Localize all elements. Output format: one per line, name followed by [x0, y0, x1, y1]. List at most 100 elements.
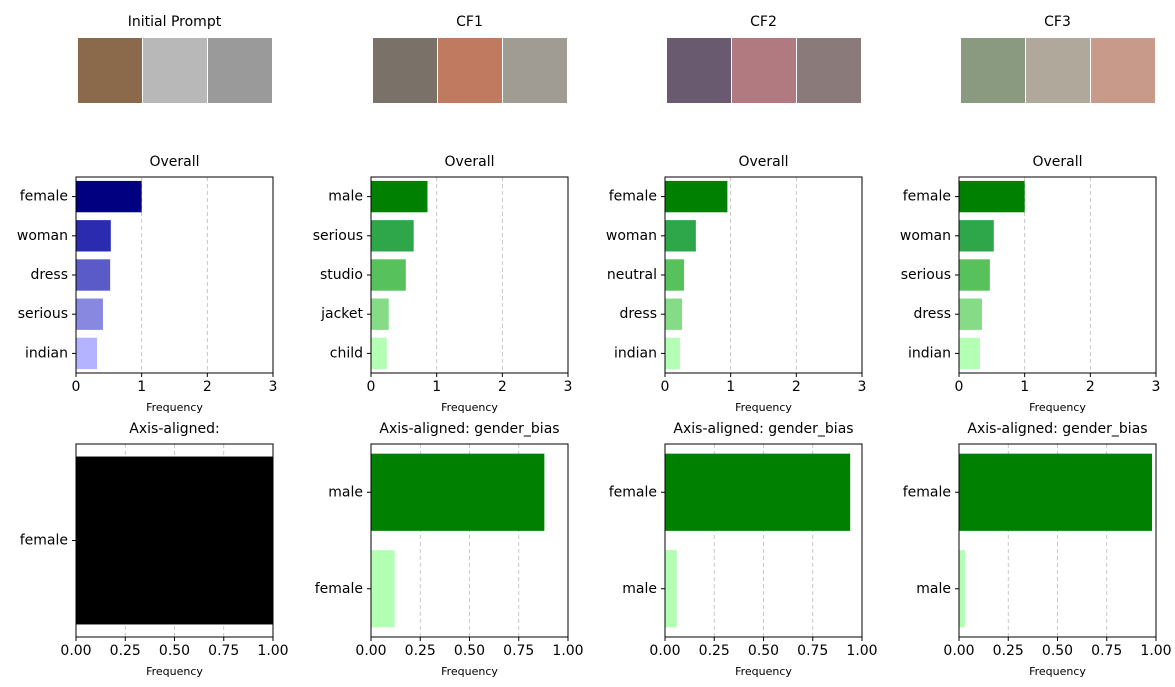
- image-thumbnail: [1026, 38, 1090, 103]
- x-tick-label: 0.50: [454, 643, 485, 659]
- y-tick-label: woman: [17, 228, 68, 244]
- image-thumbnail: [732, 38, 796, 103]
- x-tick-label: 0.50: [1042, 643, 1073, 659]
- chart-title: Overall: [1032, 154, 1082, 170]
- chart-title: Axis-aligned: gender_bias: [673, 421, 853, 437]
- bar: [665, 298, 683, 330]
- y-tick-label: female: [903, 484, 951, 500]
- image-thumbnail: [373, 38, 437, 103]
- bar: [959, 220, 994, 252]
- x-tick-label: 0.25: [993, 643, 1024, 659]
- bar: [76, 220, 111, 252]
- bar: [371, 337, 387, 370]
- y-tick-label: serious: [313, 228, 363, 244]
- plot-frame: [958, 443, 1157, 638]
- y-tick-label: neutral: [607, 267, 657, 283]
- chart-title: Overall: [738, 154, 788, 170]
- bar: [76, 456, 273, 625]
- image-title: CF1: [456, 14, 483, 30]
- chart-title: Axis-aligned: gender_bias: [967, 421, 1147, 437]
- x-tick-label: 0.75: [797, 643, 828, 659]
- image-thumbnail: [143, 38, 207, 103]
- x-tick-label: 0.25: [110, 643, 141, 659]
- x-axis-label: Frequency: [146, 665, 203, 678]
- x-tick-label: 0.75: [208, 643, 239, 659]
- x-tick-label: 2: [1086, 379, 1095, 395]
- bar: [371, 453, 545, 531]
- bar: [665, 550, 677, 628]
- bar: [371, 298, 389, 330]
- bar: [371, 220, 414, 252]
- image-thumbnail: [961, 38, 1025, 103]
- bar: [665, 337, 681, 370]
- image-title: CF2: [750, 14, 777, 30]
- y-tick-label: male: [328, 484, 363, 500]
- chart-title: Axis-aligned: gender_bias: [379, 421, 559, 437]
- x-tick-label: 0: [72, 379, 81, 395]
- x-tick-label: 2: [498, 379, 507, 395]
- bar: [665, 453, 851, 531]
- bar: [959, 298, 982, 330]
- bar: [959, 550, 965, 628]
- y-tick-label: woman: [900, 228, 951, 244]
- x-tick-label: 0.75: [1091, 643, 1122, 659]
- x-tick-label: 0: [955, 379, 964, 395]
- y-tick-label: serious: [901, 267, 951, 283]
- x-tick-label: 0.00: [355, 643, 386, 659]
- chart-title: Overall: [444, 154, 494, 170]
- bar: [959, 453, 1153, 531]
- x-axis-label: Frequency: [441, 665, 498, 678]
- x-tick-label: 3: [1152, 379, 1161, 395]
- chart-title: Axis-aligned:: [129, 421, 219, 437]
- x-tick-label: 0.50: [159, 643, 190, 659]
- y-tick-label: female: [20, 533, 68, 549]
- x-tick-label: 1.00: [552, 643, 583, 659]
- bar: [76, 337, 98, 370]
- plot-frame: [75, 443, 274, 638]
- x-tick-label: 3: [564, 379, 573, 395]
- plot-frame: [370, 443, 569, 638]
- x-tick-label: 1: [432, 379, 441, 395]
- bar: [371, 259, 406, 291]
- bar: [665, 259, 685, 291]
- x-tick-label: 1: [726, 379, 735, 395]
- x-tick-label: 2: [792, 379, 801, 395]
- x-tick-label: 1.00: [846, 643, 877, 659]
- bar: [371, 550, 395, 628]
- x-axis-label: Frequency: [441, 401, 498, 414]
- y-tick-label: woman: [606, 228, 657, 244]
- x-tick-label: 3: [269, 379, 278, 395]
- plot-frame: [370, 176, 569, 374]
- y-tick-label: indian: [25, 345, 68, 361]
- plot-frame: [664, 443, 863, 638]
- y-tick-label: dress: [619, 306, 657, 322]
- image-title: CF3: [1044, 14, 1071, 30]
- bar: [959, 180, 1025, 213]
- image-thumbnail: [208, 38, 272, 103]
- image-thumbnail: [1091, 38, 1155, 103]
- bar: [371, 180, 428, 213]
- y-tick-label: female: [315, 581, 363, 597]
- y-tick-label: male: [916, 581, 951, 597]
- bar: [76, 259, 111, 291]
- plot-frame: [75, 176, 274, 374]
- bar: [76, 298, 103, 330]
- y-tick-label: female: [20, 189, 68, 205]
- y-tick-label: female: [903, 189, 951, 205]
- image-thumbnail: [667, 38, 731, 103]
- y-tick-label: child: [330, 345, 363, 361]
- bar: [76, 180, 142, 213]
- x-tick-label: 0: [661, 379, 670, 395]
- chart-title: Overall: [149, 154, 199, 170]
- y-tick-label: indian: [908, 345, 951, 361]
- plot-frame: [664, 176, 863, 374]
- y-tick-label: dress: [913, 306, 951, 322]
- bar: [665, 220, 696, 252]
- x-tick-label: 2: [203, 379, 212, 395]
- y-tick-label: female: [609, 484, 657, 500]
- x-tick-label: 1: [137, 379, 146, 395]
- bar: [959, 337, 981, 370]
- y-tick-label: male: [622, 581, 657, 597]
